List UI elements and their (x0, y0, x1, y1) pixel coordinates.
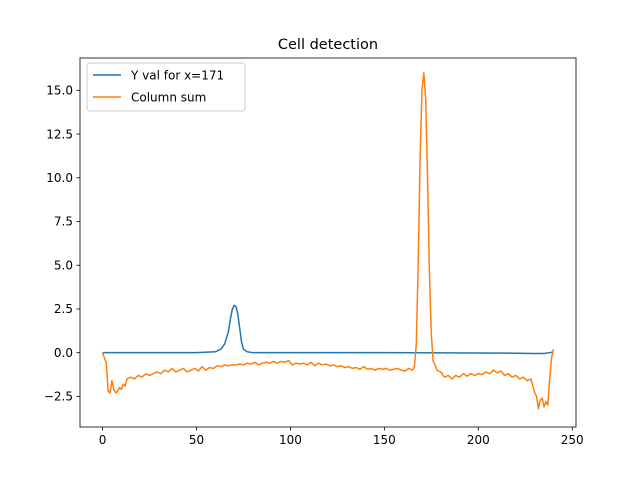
y-tick-label: 10.0 (46, 171, 73, 185)
y-tick-label: 15.0 (46, 84, 73, 98)
x-tick-label: 50 (189, 433, 204, 447)
x-tick-label: 100 (279, 433, 302, 447)
series-line-y-val (102, 304, 554, 355)
series-layer (101, 72, 555, 410)
y-tick-label: 0.0 (54, 346, 73, 360)
y-axis-ticks: −2.5 0.0 2.5 5.0 7.5 10.0 12.5 15.0 (44, 84, 80, 404)
x-tick-label: 0 (99, 433, 107, 447)
y-tick-label: 12.5 (46, 127, 73, 141)
plot-area: 0 50 100 150 200 250 −2.5 0.0 2.5 5.0 7.5 10.0 12.5… (44, 57, 584, 447)
series-line-column-sum (101, 72, 555, 410)
x-tick-label: 150 (373, 433, 396, 447)
chart-title: Cell detection (278, 37, 378, 53)
y-tick-label: −2.5 (44, 390, 73, 404)
y-tick-label: 2.5 (54, 302, 73, 316)
x-tick-label: 200 (467, 433, 490, 447)
axes-frame (79, 57, 577, 428)
legend-label-column-sum: Column sum (131, 91, 206, 105)
legend-box (86, 62, 246, 112)
legend-label-y-val: Y val for x=171 (130, 69, 224, 83)
legend: Y val for x=171 Column sum (86, 62, 246, 112)
y-tick-label: 5.0 (54, 258, 73, 272)
x-tick-label: 250 (561, 433, 584, 447)
x-axis-ticks: 0 50 100 150 200 250 (99, 427, 584, 447)
y-tick-label: 7.5 (54, 215, 73, 229)
